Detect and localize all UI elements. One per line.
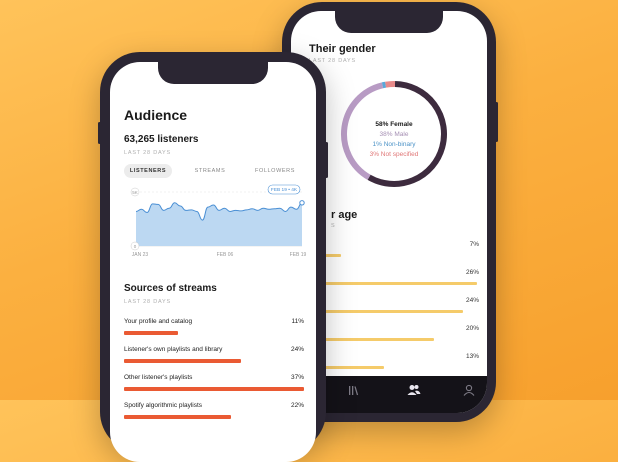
age-row: 13% [291, 353, 487, 379]
page-title: Audience [124, 107, 188, 123]
metric-tabs: LISTENERS STREAMS FOLLOWERS [124, 164, 304, 180]
y-tick-bubble [130, 187, 140, 197]
listeners-chart: 5K 0 JAN 23 FEB 06 FEB 19 FEB 19 • 4K [122, 182, 308, 270]
audience-screen: Audience 63,265 listeners LAST 28 DAYS L… [110, 62, 316, 462]
x-tick-label: JAN 23 [132, 252, 149, 258]
source-row: Your profile and catalog 11% [124, 318, 304, 346]
legend-female: 58% Female [375, 121, 413, 128]
age-bar [291, 338, 435, 341]
gender-donut: 58% Female 38% Male 1% Non-binary 3% Not… [339, 79, 449, 189]
age-row: 26% [291, 269, 487, 295]
gender-subtitle: LAST 28 DAYS [309, 58, 356, 64]
donut-slice [341, 82, 384, 180]
source-pct: 24% [290, 346, 304, 353]
age-row: 24% [291, 297, 487, 323]
donut-slice [385, 81, 396, 88]
age-title: r age [331, 209, 358, 221]
source-label: Spotify algorithmic playlists [124, 402, 203, 409]
phone-notch [335, 11, 443, 33]
source-pct: 11% [291, 318, 304, 325]
x-tick-label: FEB 19 [290, 252, 307, 258]
tab-followers[interactable]: FOLLOWERS [255, 168, 295, 174]
legend-male: 38% Male [379, 131, 409, 138]
profile-icon[interactable] [463, 384, 475, 399]
power-button [325, 142, 328, 178]
source-row: Spotify algorithmic playlists 22% [124, 402, 304, 430]
donut-slice [381, 81, 387, 89]
source-bar [124, 359, 241, 363]
age-subtitle: S [331, 223, 336, 229]
age-row: 20% [291, 325, 487, 351]
last-point[interactable] [299, 200, 305, 206]
legend-nonbinary: 1% Non-binary [372, 141, 416, 148]
y-tick-label: 5K [132, 190, 138, 195]
age-bar [291, 310, 463, 313]
age-pct: 7% [469, 241, 479, 248]
age-bar [291, 366, 384, 369]
x-tick-label: FEB 06 [217, 252, 234, 258]
source-pct: 22% [290, 402, 304, 409]
annotation-pill [267, 184, 301, 195]
listeners-count: 63,265 listeners [124, 134, 199, 145]
age-bar [291, 282, 477, 285]
source-bar [124, 331, 178, 335]
source-label: Listener's own playlists and library [124, 346, 223, 353]
annotation-label: FEB 19 • 4K [271, 187, 298, 193]
source-label: Your profile and catalog [124, 318, 193, 325]
age-pct: 20% [465, 325, 479, 332]
sources-title: Sources of streams [124, 283, 217, 294]
age-pct: 24% [465, 297, 479, 304]
source-row: Listener's own playlists and library 24% [124, 346, 304, 374]
gender-title: Their gender [309, 43, 376, 55]
listeners-subtitle: LAST 28 DAYS [124, 150, 171, 156]
y-tick-bubble [130, 241, 140, 251]
library-icon[interactable] [347, 384, 359, 399]
area-line [135, 202, 303, 221]
tab-listeners[interactable]: LISTENERS [124, 164, 172, 178]
source-bar [124, 415, 232, 419]
donut-slice [367, 81, 447, 187]
source-label: Other listener's playlists [124, 374, 193, 381]
listeners-area-chart: 5K 0 JAN 23 FEB 06 FEB 19 FEB 19 • 4K [130, 184, 307, 258]
source-bar [124, 387, 304, 391]
audience-icon[interactable] [407, 384, 421, 399]
sources-subtitle: LAST 28 DAYS [124, 299, 171, 305]
y-tick-label: 0 [134, 244, 137, 249]
phone-front: Audience 63,265 listeners LAST 28 DAYS L… [98, 52, 328, 462]
age-pct: 13% [465, 353, 479, 360]
phone-notch [158, 62, 268, 84]
volume-button [98, 122, 101, 144]
power-button [495, 102, 498, 142]
tab-streams[interactable]: STREAMS [194, 168, 226, 174]
age-pct: 26% [465, 269, 479, 276]
legend-not-specified: 3% Not specified [369, 151, 419, 158]
gender-donut-chart [341, 81, 447, 187]
area-fill [136, 202, 302, 246]
source-pct: 37% [290, 374, 304, 381]
source-row: Other listener's playlists 37% [124, 374, 304, 402]
